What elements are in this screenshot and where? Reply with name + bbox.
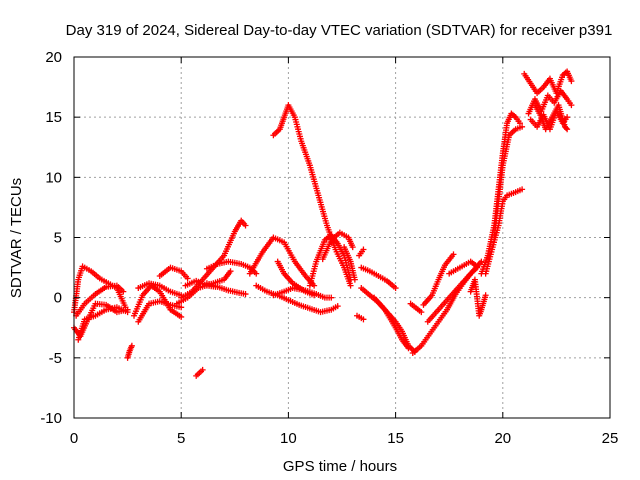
data-track xyxy=(358,264,399,292)
data-point xyxy=(360,246,367,253)
data-track xyxy=(407,300,425,316)
data-track xyxy=(420,251,457,308)
data-point xyxy=(124,309,131,316)
data-point xyxy=(519,123,526,130)
data-point xyxy=(311,292,318,299)
data-track xyxy=(354,312,367,323)
data-point xyxy=(184,275,191,282)
data-point xyxy=(392,285,399,292)
data-track xyxy=(131,282,185,320)
data-track xyxy=(356,246,367,259)
data-track xyxy=(319,229,356,263)
x-tick-label: 0 xyxy=(70,430,78,447)
data-point xyxy=(360,316,367,323)
x-tick-label: 25 xyxy=(602,430,619,447)
data-point xyxy=(418,309,425,316)
data-point xyxy=(351,276,358,283)
data-point xyxy=(253,270,260,277)
data-point xyxy=(478,258,485,265)
data-track xyxy=(274,258,318,299)
data-track xyxy=(75,304,131,343)
data-track xyxy=(270,102,354,289)
y-axis-label: SDTVAR / TECUs xyxy=(8,178,25,298)
plot-frame xyxy=(73,56,611,419)
data-point xyxy=(128,342,135,349)
data-track xyxy=(203,280,249,298)
y-tick-label: -5 xyxy=(49,350,62,367)
data-track xyxy=(341,244,358,283)
y-tick-label: 5 xyxy=(54,230,62,247)
data-track xyxy=(521,68,575,97)
data-track xyxy=(135,280,185,299)
data-track xyxy=(124,342,135,361)
data-point xyxy=(242,222,249,229)
data-point xyxy=(568,102,575,109)
data-point xyxy=(328,294,335,301)
data-track xyxy=(446,258,481,277)
data-track xyxy=(467,276,489,319)
data-point xyxy=(349,244,356,251)
x-tick-label: 5 xyxy=(177,430,185,447)
data-track xyxy=(135,298,185,325)
data-point xyxy=(347,282,354,289)
data-point xyxy=(405,345,412,352)
y-tick-label: 10 xyxy=(45,169,62,186)
data-point xyxy=(334,303,341,310)
chart-title: Day 319 of 2024, Sidereal Day-to-day VTE… xyxy=(66,22,613,39)
data-point xyxy=(227,268,234,275)
data-point xyxy=(450,251,457,258)
data-point xyxy=(199,366,206,373)
data-point xyxy=(178,313,185,320)
y-tick-label: 15 xyxy=(45,109,62,126)
x-tick-label: 20 xyxy=(494,430,511,447)
y-tick-label: 20 xyxy=(45,49,62,66)
y-tick-label: -10 xyxy=(40,410,62,427)
data-point xyxy=(564,126,571,133)
data-point xyxy=(482,292,489,299)
data-track xyxy=(371,294,412,352)
data-points xyxy=(71,68,575,379)
data-point xyxy=(242,291,249,298)
data-point xyxy=(474,263,481,270)
data-track xyxy=(525,87,575,117)
data-track xyxy=(482,186,526,277)
data-track xyxy=(193,366,206,379)
data-point xyxy=(563,124,570,131)
x-tick-label: 15 xyxy=(387,430,404,447)
x-axis-label: GPS time / hours xyxy=(283,458,397,475)
data-track xyxy=(73,282,127,319)
x-tick-label: 10 xyxy=(280,430,297,447)
y-tick-label: 0 xyxy=(54,290,62,307)
data-track xyxy=(156,264,191,282)
grid xyxy=(74,57,610,418)
data-track xyxy=(531,102,571,133)
data-point xyxy=(519,186,526,193)
axes: 0 5 10 15 20 25 -10 -5 0 5 10 15 20 xyxy=(40,49,618,447)
data-point xyxy=(564,114,571,121)
data-point xyxy=(178,304,185,311)
data-point xyxy=(120,288,127,295)
data-track xyxy=(246,234,318,289)
data-point xyxy=(568,78,575,85)
data-track xyxy=(491,123,526,241)
